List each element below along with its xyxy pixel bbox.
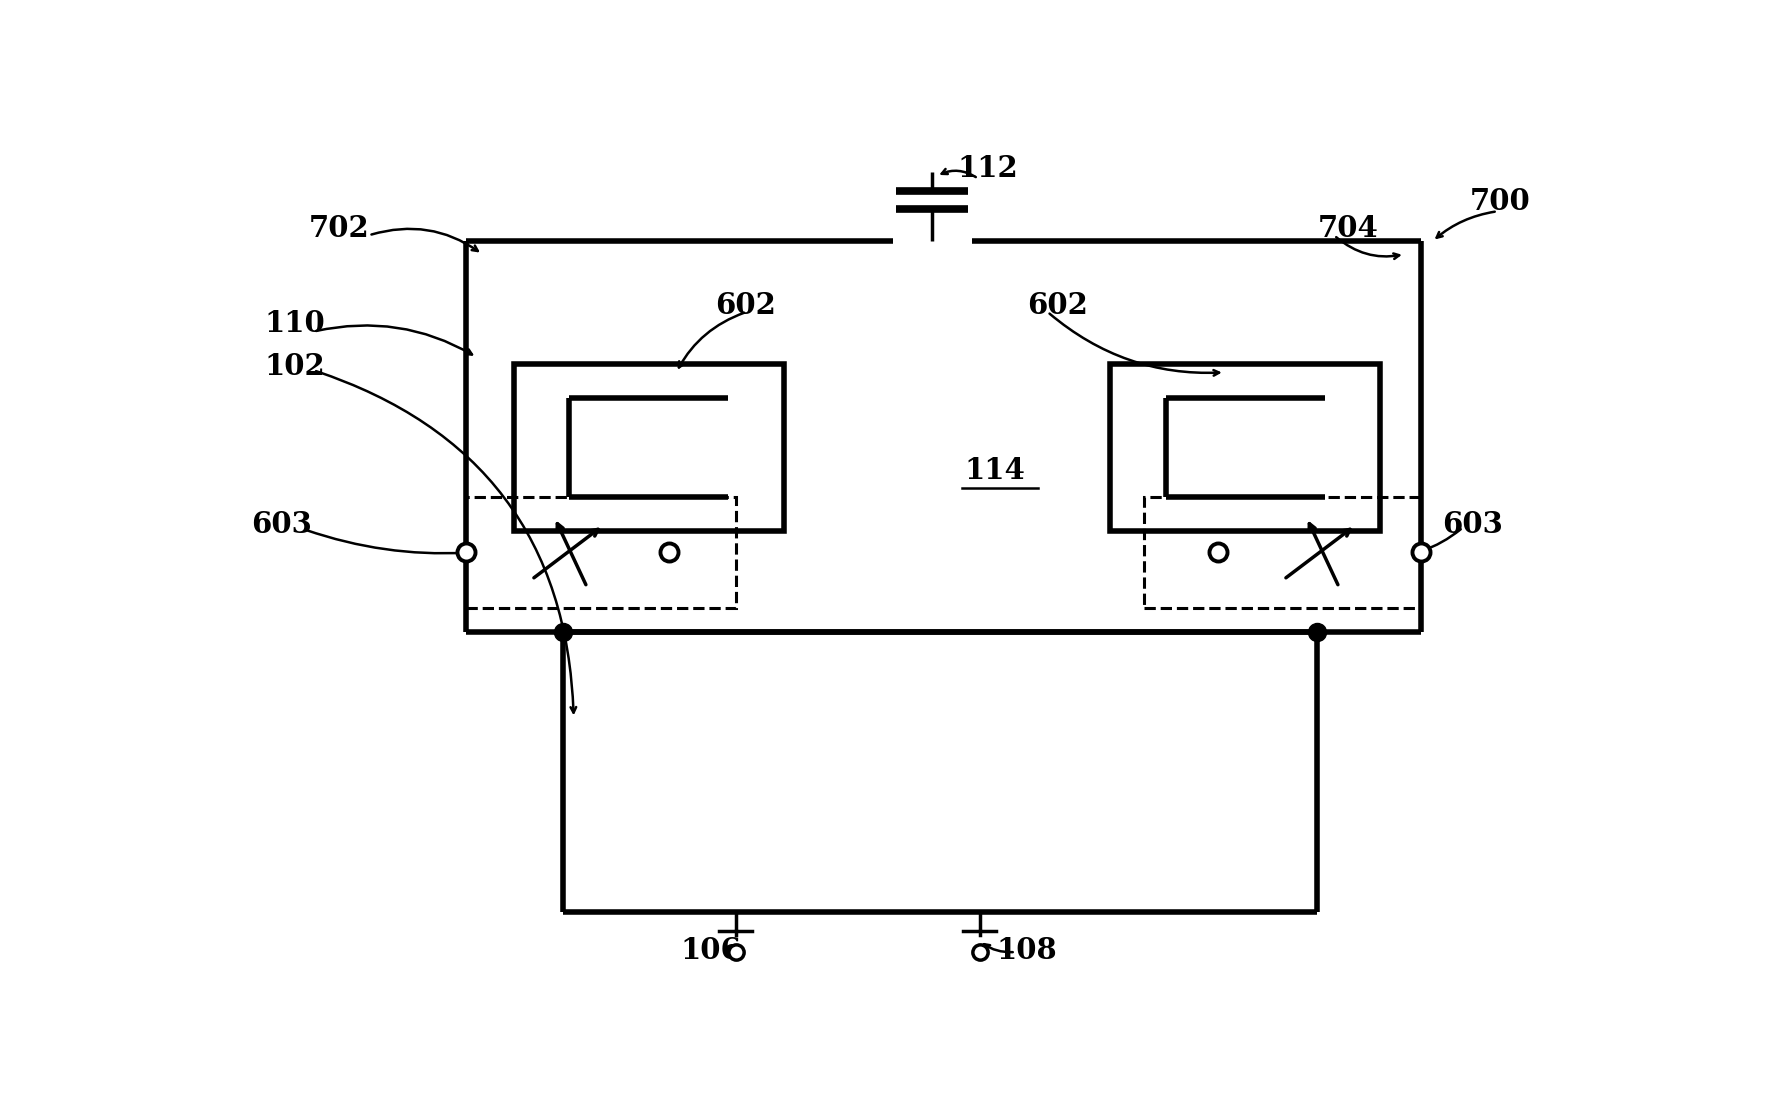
Text: 702: 702 — [309, 214, 370, 243]
Text: 108: 108 — [995, 936, 1056, 965]
Text: 602: 602 — [715, 291, 776, 320]
Text: 602: 602 — [1026, 291, 1088, 320]
Bar — [513, 364, 783, 531]
Text: 700: 700 — [1469, 186, 1530, 215]
Text: 114: 114 — [965, 456, 1026, 485]
Text: 704: 704 — [1317, 214, 1378, 243]
Text: 106: 106 — [681, 936, 742, 965]
Bar — [466, 497, 736, 608]
Bar — [1110, 364, 1381, 531]
Bar — [1144, 497, 1421, 608]
Text: 102: 102 — [264, 352, 325, 381]
Text: 603: 603 — [1442, 510, 1503, 539]
Text: 603: 603 — [250, 510, 313, 539]
Text: 110: 110 — [264, 308, 325, 337]
Text: 112: 112 — [958, 154, 1019, 183]
